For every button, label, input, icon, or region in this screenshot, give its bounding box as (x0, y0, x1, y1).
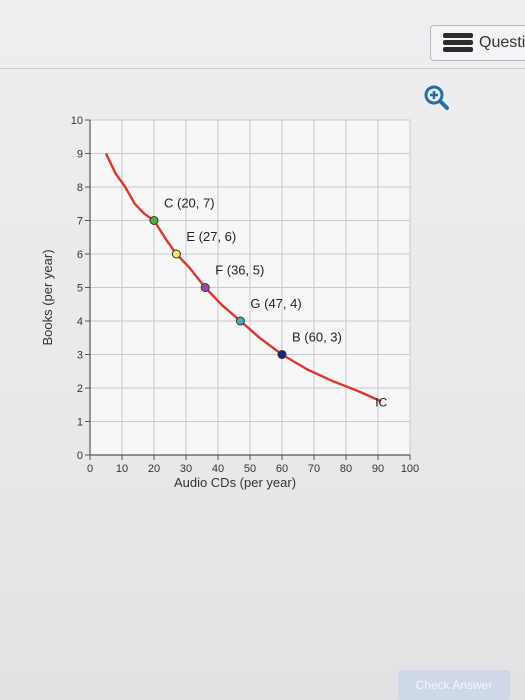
question-label: Questi (479, 34, 525, 51)
y-tick-label: 2 (77, 383, 83, 395)
y-tick-label: 8 (77, 182, 83, 194)
y-tick-label: 1 (77, 417, 83, 429)
question-list-button[interactable]: Questi (430, 25, 525, 61)
x-tick-label: 60 (276, 463, 288, 475)
x-tick-label: 100 (401, 463, 419, 475)
curve-label: IC (375, 395, 387, 409)
point-marker (149, 216, 159, 225)
x-tick-label: 40 (212, 463, 224, 475)
x-tick-label: 80 (340, 463, 352, 475)
check-answer-button[interactable]: Check Answer (398, 670, 510, 700)
point-label: C (20, 7) (164, 196, 215, 211)
point-label: B (60, 3) (292, 330, 342, 345)
y-tick-label: 9 (77, 149, 83, 161)
y-tick-label: 0 (77, 450, 83, 462)
x-tick-label: 0 (87, 463, 93, 475)
point-marker (171, 249, 181, 259)
x-tick-label: 50 (244, 463, 256, 475)
zoom-in-icon[interactable] (423, 84, 449, 110)
x-axis-title: Audio CDs (per year) (174, 475, 296, 490)
x-tick-label: 90 (372, 463, 384, 475)
x-tick-label: 70 (308, 463, 320, 475)
point-label: E (27, 6) (186, 229, 236, 244)
y-tick-label: 3 (77, 350, 83, 362)
y-tick-label: 10 (71, 115, 83, 127)
point-label: F (36, 5) (215, 263, 264, 278)
x-tick-label: 10 (116, 463, 128, 475)
y-tick-label: 4 (77, 316, 83, 328)
header-divider (0, 68, 525, 69)
point-label: G (47, 4) (250, 296, 301, 311)
y-tick-label: 6 (77, 249, 83, 261)
list-icon (443, 33, 473, 53)
y-axis-title: Books (per year) (40, 249, 55, 345)
y-tick-label: 5 (77, 283, 83, 295)
ic-curve (104, 152, 382, 403)
x-tick-label: 30 (180, 463, 192, 475)
point-marker (235, 316, 245, 326)
point-marker (277, 350, 287, 359)
x-tick-label: 20 (148, 463, 160, 475)
point-marker (200, 283, 210, 292)
y-tick-label: 7 (77, 216, 83, 228)
